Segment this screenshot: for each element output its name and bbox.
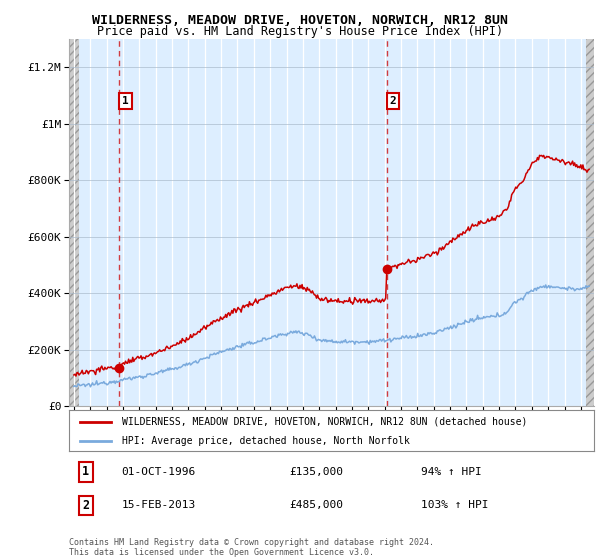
Bar [69,39,79,406]
Text: HPI: Average price, detached house, North Norfolk: HPI: Average price, detached house, Nort… [121,436,409,446]
Text: 2: 2 [390,96,397,106]
Text: 15-FEB-2013: 15-FEB-2013 [121,501,196,510]
Text: Price paid vs. HM Land Registry's House Price Index (HPI): Price paid vs. HM Land Registry's House … [97,25,503,38]
Text: Contains HM Land Registry data © Crown copyright and database right 2024.
This d: Contains HM Land Registry data © Crown c… [69,538,434,557]
Text: 103% ↑ HPI: 103% ↑ HPI [421,501,488,510]
Text: £485,000: £485,000 [290,501,343,510]
Text: 01-OCT-1996: 01-OCT-1996 [121,467,196,477]
Text: 2: 2 [82,499,89,512]
Text: 94% ↑ HPI: 94% ↑ HPI [421,467,482,477]
Text: £135,000: £135,000 [290,467,343,477]
Text: 1: 1 [82,465,89,478]
Bar [586,39,594,406]
Text: 1: 1 [122,96,129,106]
Text: WILDERNESS, MEADOW DRIVE, HOVETON, NORWICH, NR12 8UN (detached house): WILDERNESS, MEADOW DRIVE, HOVETON, NORWI… [121,417,527,427]
Text: WILDERNESS, MEADOW DRIVE, HOVETON, NORWICH, NR12 8UN: WILDERNESS, MEADOW DRIVE, HOVETON, NORWI… [92,14,508,27]
